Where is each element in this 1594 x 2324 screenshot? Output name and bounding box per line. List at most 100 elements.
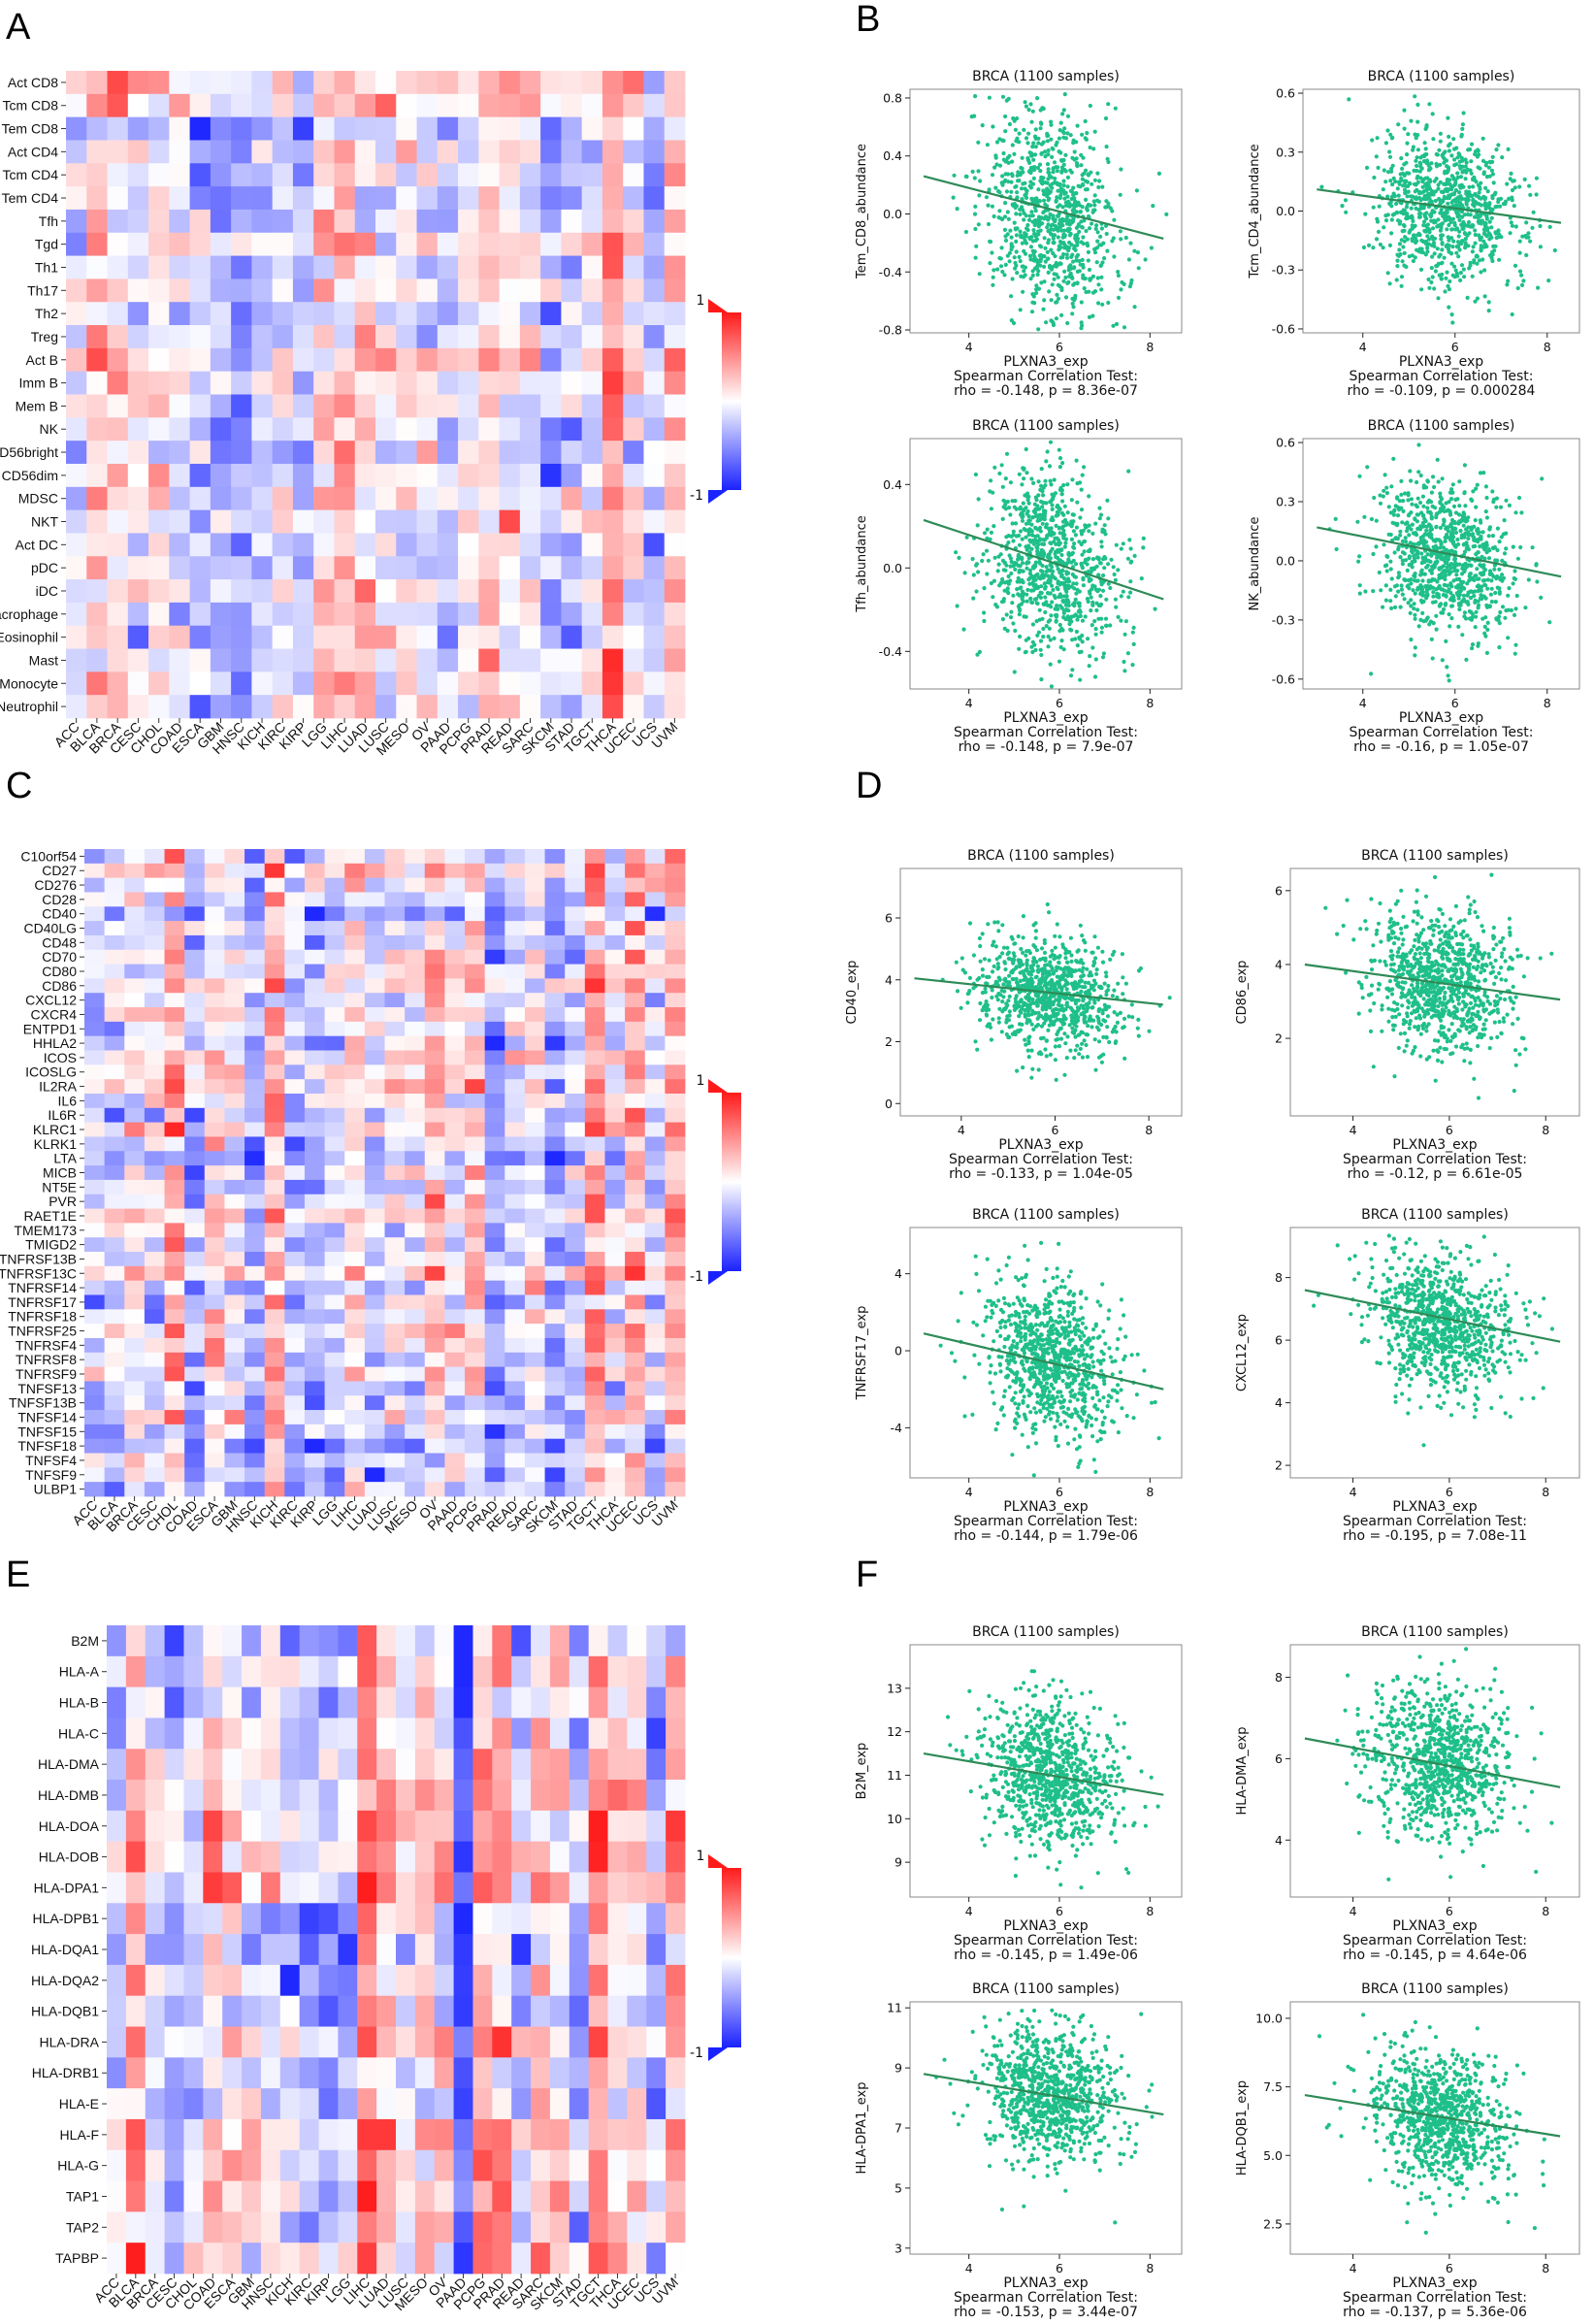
heatmap-cell	[465, 1352, 486, 1367]
heatmap-cell	[549, 1749, 570, 1781]
legend-min-label: -1	[690, 488, 703, 504]
heatmap-cell	[251, 71, 274, 95]
heatmap-cell	[644, 1424, 666, 1440]
heatmap-cell	[434, 2242, 454, 2275]
heatmap-cell	[623, 441, 644, 465]
scatter-point	[1475, 253, 1480, 258]
heatmap-cell	[549, 1718, 570, 1750]
heatmap-cell	[364, 934, 385, 951]
heatmap-cell	[66, 533, 87, 557]
heatmap-cell	[313, 533, 335, 557]
heatmap-cell	[623, 417, 644, 442]
heatmap-cell	[338, 2057, 358, 2089]
heatmap-cell	[260, 1841, 281, 1873]
heatmap-cell	[444, 1395, 466, 1411]
heatmap-cell	[565, 1352, 586, 1367]
heatmap-cell	[581, 186, 603, 211]
heatmap-cell	[144, 1395, 165, 1411]
scatter-point	[1396, 122, 1401, 127]
heatmap-cell	[334, 278, 356, 303]
heatmap-row	[107, 2211, 686, 2243]
heatmap-cell	[627, 1625, 647, 1657]
heatmap-cell	[665, 1107, 686, 1124]
heatmap-cell	[313, 486, 335, 511]
heatmap-cell	[666, 1903, 686, 1935]
scatter-point	[1075, 280, 1080, 286]
heatmap-cell	[334, 93, 356, 118]
heatmap-cell	[444, 1381, 466, 1396]
heatmap-cell	[304, 1309, 325, 1325]
heatmap-legend: 1-1	[690, 1073, 741, 1285]
heatmap-cell	[124, 1208, 146, 1224]
heatmap-cell	[511, 2088, 532, 2120]
heatmap-cell	[565, 1252, 586, 1267]
heatmap-row	[66, 255, 686, 279]
scatter-point	[1043, 209, 1048, 213]
heatmap-cell	[164, 1995, 184, 2027]
heatmap-cell	[584, 1093, 605, 1109]
heatmap-cell	[544, 1324, 566, 1339]
scatter-point	[1057, 212, 1061, 216]
heatmap-cell	[544, 1337, 566, 1354]
heatmap-cell	[292, 695, 314, 719]
heatmap-cell	[424, 1079, 445, 1095]
heatmap-cell	[625, 1294, 646, 1310]
heatmap-cell	[665, 1424, 686, 1440]
heatmap-cell	[453, 2026, 473, 2058]
heatmap-cell	[107, 1903, 127, 1935]
heatmap-cell	[511, 2149, 532, 2181]
heatmap-cell	[569, 2057, 590, 2089]
heatmap-cell	[375, 394, 397, 418]
heatmap-cell	[472, 1964, 493, 1997]
scatter-point	[1445, 210, 1449, 214]
heatmap-cell	[124, 849, 146, 865]
heatmap-cell	[204, 1079, 225, 1095]
heatmap-cell	[384, 1064, 406, 1080]
scatter-point	[1037, 258, 1042, 263]
heatmap-cell	[189, 533, 211, 557]
scatter-point	[1128, 241, 1133, 245]
heatmap-cell	[664, 371, 686, 395]
heatmap-cell	[581, 209, 603, 234]
heatmap-cell	[304, 1151, 325, 1166]
heatmap-row	[84, 964, 686, 979]
scatter-point	[1038, 220, 1043, 225]
heatmap-cell	[665, 1395, 686, 1411]
scatter-point	[1473, 200, 1478, 205]
scatter-point	[1003, 129, 1008, 134]
scatter-point	[1426, 191, 1431, 196]
heatmap-cell	[204, 978, 225, 994]
heatmap-cell	[84, 993, 106, 1008]
heatmap-cell	[544, 863, 566, 879]
scatter-point	[1484, 244, 1489, 249]
heatmap-cell	[549, 2088, 570, 2120]
heatmap-cell	[104, 1252, 125, 1267]
heatmap-cell	[584, 1381, 605, 1396]
scatter-point	[1096, 301, 1101, 306]
heatmap-row	[107, 1780, 686, 1812]
scatter-point	[1003, 201, 1008, 206]
heatmap-cell	[264, 1021, 285, 1037]
heatmap-cell	[364, 1352, 385, 1367]
heatmap-cell	[643, 186, 666, 211]
heatmap-cell	[665, 1035, 686, 1051]
scatter-point	[1085, 187, 1090, 192]
heatmap-cell	[338, 2211, 358, 2243]
heatmap-row	[107, 1810, 686, 1843]
heatmap-cell	[124, 978, 146, 994]
heatmap-cell	[424, 1482, 445, 1497]
heatmap-cell	[144, 1007, 165, 1023]
scatter-point	[1087, 226, 1092, 231]
heatmap-cell	[210, 695, 232, 719]
scatter-point	[1432, 251, 1437, 256]
heatmap-cell	[644, 1208, 666, 1224]
heatmap-cell	[444, 1194, 466, 1209]
scatter-point	[1045, 162, 1051, 167]
heatmap-cell	[107, 486, 129, 511]
heatmap-cell	[666, 1749, 686, 1781]
heatmap-cell	[124, 1064, 146, 1080]
heatmap-cell	[184, 1280, 206, 1295]
heatmap-cell	[144, 934, 165, 951]
heatmap-cell	[148, 695, 170, 719]
heatmap-cell	[602, 140, 624, 164]
